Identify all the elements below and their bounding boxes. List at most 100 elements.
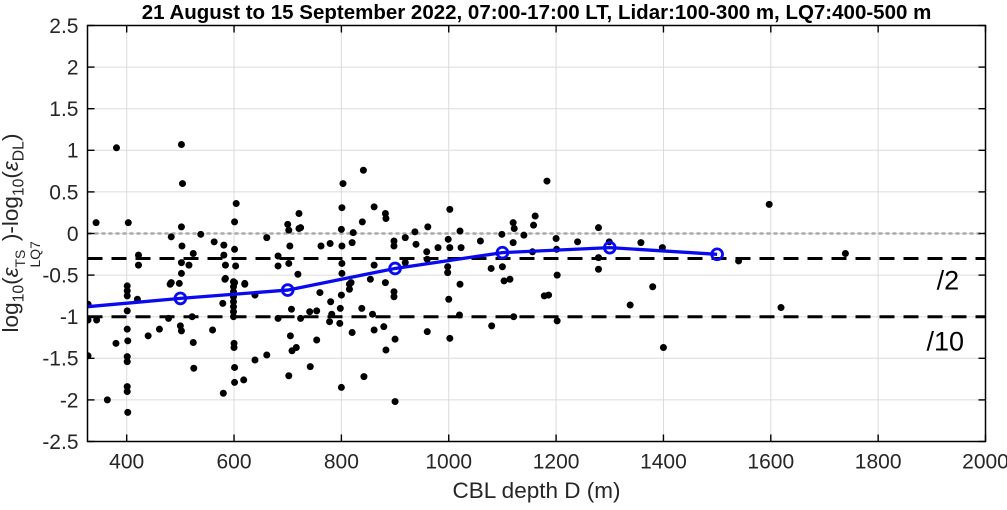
scatter-point [209,326,217,334]
scatter-point [626,301,634,309]
scatter-point [123,282,131,290]
scatter-point [295,210,303,218]
x-tick-label: 1400 [640,451,687,474]
y-tick-label: -1.5 [42,348,78,371]
scatter-point [313,307,321,315]
scatter-point [220,241,228,249]
scatter-point [444,263,452,271]
scatter-point [326,318,334,326]
scatter-point [197,230,205,238]
scatter-point [219,299,227,307]
y-tick-label: 1.5 [49,98,78,121]
scatter-point [292,343,300,351]
scatter-point [112,144,120,152]
scatter-point [263,351,271,359]
ratio-annotation: /2 [937,266,960,296]
scatter-point [339,180,347,188]
scatter-point [487,264,495,272]
scatter-point [543,177,551,185]
scatter-point [390,242,398,250]
scatter-point [230,343,238,351]
scatter-point [326,239,334,247]
scatter-point [221,261,229,269]
scatter-point [381,279,389,287]
scatter-point [294,270,302,278]
scatter-point [390,237,398,245]
scatter-point [285,226,293,234]
scatter-point [531,212,539,220]
scatter-point [456,227,464,235]
scatter-point [175,279,183,287]
scatter-point [500,277,508,285]
scatter-point [297,314,305,322]
scatter-point [112,339,120,347]
scatter-point [360,373,368,381]
scatter-point [735,257,743,265]
x-tick-label: 2000 [962,451,1007,474]
scatter-point [87,352,92,360]
scatter-series [87,140,849,416]
y-tick-label: -0.5 [42,264,78,287]
scatter-point [134,251,142,259]
scatter-point [509,219,517,227]
scatter-point [553,317,561,325]
scatter-point [552,234,560,242]
y-tick-label: -2 [60,389,79,412]
scatter-point [553,271,561,279]
scatter-point [123,388,131,396]
median-marker [388,261,402,276]
scatter-point [509,239,517,247]
scatter-point [286,242,294,250]
scatter-point [134,261,142,269]
scatter-point [370,326,378,334]
scatter-point [210,238,218,246]
scatter-point [423,328,431,336]
scatter-point [185,261,193,269]
scatter-point [765,200,773,208]
scatter-point [444,269,452,277]
scatter-point [263,234,271,242]
scatter-point [179,180,187,188]
scatter-point [446,205,454,213]
scatter-point [123,353,131,361]
scatter-point [336,319,344,327]
scatter-point [229,298,237,306]
scatter-point [251,356,259,364]
scatter-point [349,229,357,237]
scatter-point [476,237,484,245]
scatter-point [167,233,175,241]
scatter-point [221,275,229,283]
x-tick-label: 400 [109,451,144,474]
scatter-point [229,308,237,316]
scatter-point [229,278,237,286]
scatter-point [594,224,602,232]
scatter-point [337,225,345,233]
scatter-point [123,358,131,366]
scatter-point [380,323,388,331]
scatter-point [345,285,353,293]
scatter-point [423,255,431,263]
median-line [87,245,718,309]
scatter-point [219,389,227,397]
scatter-point [165,314,173,322]
scatter-point [306,308,314,316]
scatter-point [177,327,185,335]
scatter-point [313,336,321,344]
scatter-point [345,280,353,288]
scatter-point [285,259,293,267]
x-tick-label: 1600 [747,451,794,474]
scatter-point [455,311,463,319]
scatter-point [348,239,356,247]
median-marker [602,240,617,255]
scatter-point [328,310,336,318]
scatter-point [177,259,185,267]
scatter-point [327,298,335,306]
scatter-point [232,200,240,208]
scatter-point [189,338,197,346]
scatter-point [366,275,374,283]
scatter-point [188,313,196,321]
scatter-point [456,280,464,288]
scatter-point [594,265,602,273]
y-tick-label: 2 [67,56,79,79]
